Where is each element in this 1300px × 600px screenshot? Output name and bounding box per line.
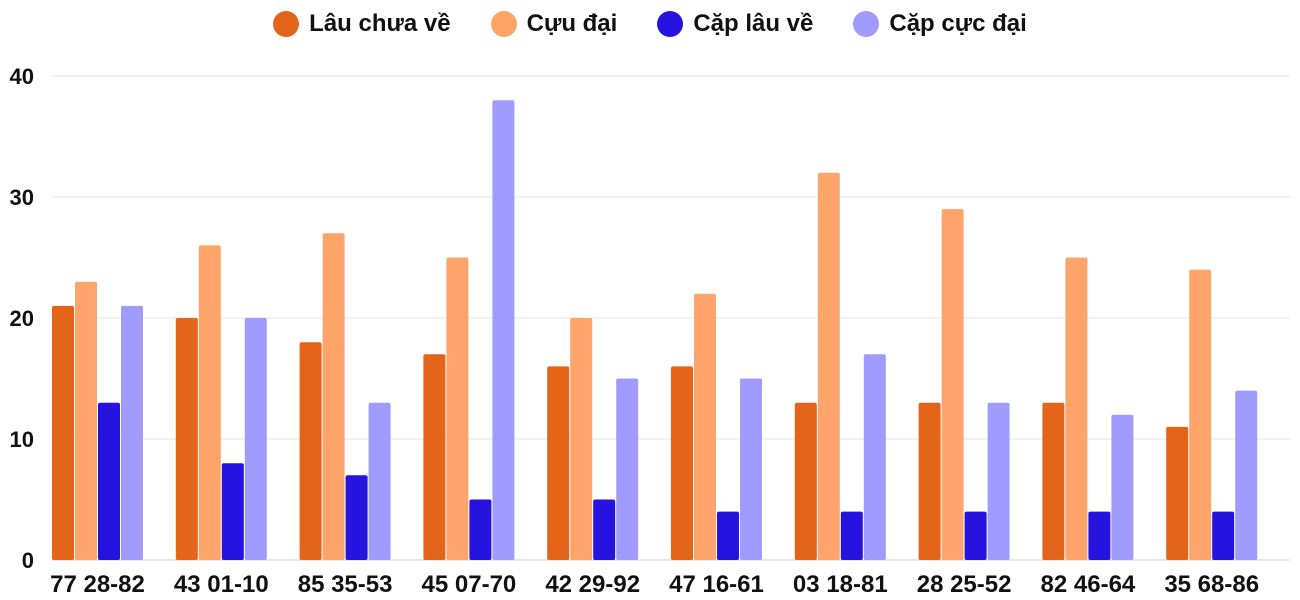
bar xyxy=(469,499,492,560)
bar xyxy=(593,499,616,560)
bar xyxy=(694,293,716,560)
bar xyxy=(1111,414,1134,560)
bar xyxy=(840,511,863,560)
bar xyxy=(717,511,739,560)
bar xyxy=(492,100,515,560)
legend-label: Cặp cực đại xyxy=(889,10,1027,37)
y-tick-label: 0 xyxy=(22,548,34,573)
bar xyxy=(345,475,368,560)
legend-swatch xyxy=(490,11,517,37)
bar xyxy=(817,172,840,561)
bar xyxy=(547,366,570,560)
bar xyxy=(1166,426,1189,560)
y-tick-label: 30 xyxy=(10,185,34,210)
x-tick-label: 42 29-92 xyxy=(545,571,640,598)
bar xyxy=(322,233,345,561)
legend-swatch xyxy=(657,11,684,37)
bar xyxy=(221,463,244,560)
bar xyxy=(1212,511,1235,560)
bar xyxy=(423,354,446,560)
bar xyxy=(1065,257,1088,560)
bar xyxy=(964,511,987,560)
bar xyxy=(941,209,964,560)
bar xyxy=(98,402,120,560)
bar xyxy=(1088,511,1111,560)
legend-swatch xyxy=(273,11,300,37)
x-tick-label: 85 35-53 xyxy=(298,571,393,598)
bar xyxy=(987,402,1010,560)
bar xyxy=(570,318,593,560)
bar xyxy=(175,318,198,560)
legend-label: Cặp lâu về xyxy=(693,10,814,37)
bar xyxy=(244,318,267,560)
bar xyxy=(121,305,143,560)
x-tick-label: 77 28-82 xyxy=(50,571,145,598)
y-tick-label: 20 xyxy=(10,306,34,331)
bar xyxy=(863,354,886,560)
y-tick-label: 10 xyxy=(10,427,34,452)
x-tick-label: 43 01-10 xyxy=(174,571,269,598)
x-tick-label: 45 07-70 xyxy=(422,571,517,598)
bar xyxy=(671,366,693,560)
bar xyxy=(616,378,639,560)
x-tick-label: 47 16-61 xyxy=(669,571,764,598)
bar xyxy=(446,257,469,560)
bar xyxy=(368,402,391,560)
legend-item[interactable]: Cặp cực đại xyxy=(853,10,1027,38)
legend-item[interactable]: Lâu chưa về xyxy=(273,10,451,38)
bar xyxy=(299,342,322,560)
bar xyxy=(52,305,74,560)
x-tick-label: 03 18-81 xyxy=(793,571,888,598)
legend-item[interactable]: Cặp lâu về xyxy=(657,10,813,38)
legend-label: Cựu đại xyxy=(526,10,618,37)
legend: Lâu chưa về Cựu đại Cặp lâu về Cặp cực đ… xyxy=(0,10,1300,38)
bar xyxy=(1042,402,1065,560)
x-tick-label: 82 46-64 xyxy=(1041,571,1136,598)
bar xyxy=(1235,390,1258,560)
bar xyxy=(740,378,762,560)
y-tick-label: 40 xyxy=(10,64,34,89)
legend-swatch xyxy=(853,11,880,37)
bar xyxy=(1189,269,1212,560)
bar xyxy=(75,281,97,560)
bar xyxy=(794,402,817,560)
x-tick-label: 28 25-52 xyxy=(917,571,1012,598)
legend-item[interactable]: Cựu đại xyxy=(490,10,618,38)
legend-label: Lâu chưa về xyxy=(309,10,451,37)
x-tick-label: 35 68-86 xyxy=(1164,571,1259,598)
bar xyxy=(198,245,221,560)
bar xyxy=(918,402,941,560)
